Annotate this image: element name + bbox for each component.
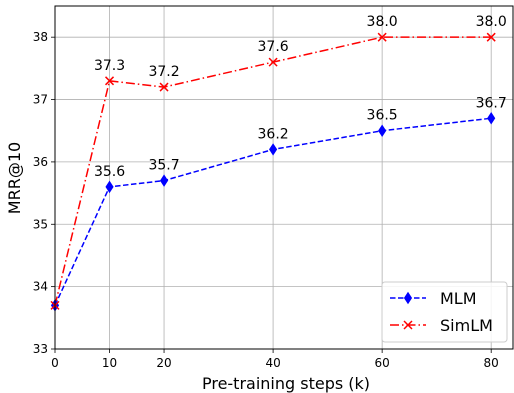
- x-tick-label: 0: [51, 356, 59, 370]
- mlm-point: [378, 124, 387, 137]
- simlm-data-label: 37.2: [148, 64, 179, 80]
- simlm-point: [159, 82, 169, 92]
- legend-marker-mlm: [403, 291, 413, 305]
- mlm-point: [487, 112, 496, 125]
- y-tick-label: 33: [33, 342, 48, 356]
- legend-label-simlm: SimLM: [440, 316, 493, 335]
- y-tick-label: 35: [33, 217, 48, 231]
- legend-box: [381, 281, 508, 343]
- mlm-data-label: 36.5: [367, 108, 398, 124]
- simlm-data-label: 37.3: [94, 58, 125, 74]
- x-tick-label: 80: [484, 356, 499, 370]
- mlm-point: [159, 174, 169, 187]
- x-tick-label: 10: [102, 356, 117, 370]
- mlm-data-label: 35.6: [94, 164, 125, 180]
- axis-ticks: 0 10 20 40 60 80 33 34 35 36 37 38: [33, 30, 499, 370]
- simlm-point: [268, 57, 278, 67]
- simlm-data-label: 38.0: [476, 14, 507, 30]
- y-tick-label: 37: [33, 93, 48, 107]
- mlm-series-line: [54, 117, 492, 306]
- simlm-data-label: 37.6: [258, 39, 289, 55]
- simlm-point: [486, 32, 496, 42]
- mlm-point: [105, 180, 114, 194]
- data-labels: 35.6 35.7 36.2 36.5 36.7 37.3 37.2 37.6 38.0 38.0: [94, 14, 507, 180]
- legend-entry-simlm: SimLM: [390, 316, 493, 335]
- y-tick-label: 38: [33, 30, 48, 44]
- series-lines: [54, 36, 492, 306]
- legend-label-mlm: MLM: [440, 289, 477, 308]
- simlm-point: [104, 76, 115, 86]
- simlm-data-label: 38.0: [367, 14, 398, 30]
- y-tick-label: 34: [33, 280, 48, 294]
- mlm-data-label: 36.2: [258, 126, 289, 142]
- x-axis-label: Pre-training steps (k): [202, 374, 370, 393]
- mlm-data-label: 35.7: [148, 158, 179, 174]
- x-tick-label: 20: [156, 356, 171, 370]
- legend-marker-simlm: [403, 320, 413, 330]
- legend: MLM SimLM: [381, 281, 508, 343]
- y-axis-label: MRR@10: [5, 142, 24, 214]
- plot-frame: [54, 5, 514, 350]
- simlm-point: [377, 32, 387, 42]
- series-markers: [50, 32, 496, 312]
- y-tick-label: 36: [33, 155, 48, 169]
- x-tick-label: 60: [375, 356, 390, 370]
- mlm-data-label: 36.7: [476, 95, 507, 111]
- x-tick-label: 40: [265, 356, 280, 370]
- mlm-point: [269, 143, 278, 156]
- legend-entry-mlm: MLM: [390, 289, 477, 308]
